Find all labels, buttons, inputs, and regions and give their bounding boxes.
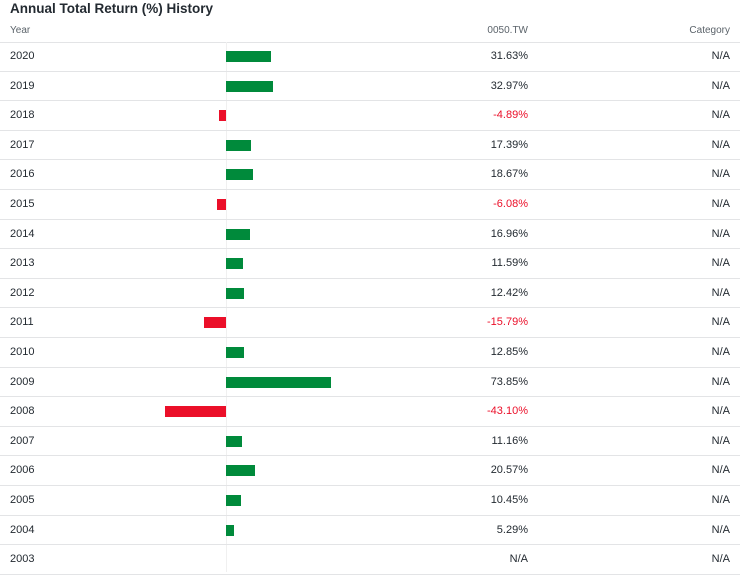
year-cell: 2012 [10,286,35,299]
category-value-cell: N/A [711,493,730,506]
year-cell: 2007 [10,434,35,447]
year-cell: 2018 [10,109,35,122]
category-value-cell: N/A [711,553,730,566]
return-value-label: 20.57% [490,464,528,477]
table-row: 2013 11.59% N/A [0,249,740,279]
category-value-cell: N/A [711,168,730,181]
return-value-label: 31.63% [490,50,528,62]
return-value-label: 10.45% [490,493,528,506]
return-bar [219,110,226,122]
year-cell: 2008 [10,405,35,418]
return-bar [203,317,226,329]
category-column-header: Category [689,25,730,36]
table-row: 2018 -4.89% N/A [0,101,740,131]
return-bar [226,258,243,270]
year-cell: 2003 [10,553,35,566]
return-value-label: -43.10% [487,405,528,418]
table-row: 2009 73.85% N/A [0,368,740,398]
return-value-label: 11.59% [491,257,529,270]
return-value-label: -15.79% [487,316,528,329]
category-value-cell: N/A [711,197,730,210]
table-row: 2017 17.39% N/A [0,131,740,161]
year-cell: 2019 [10,79,35,92]
category-value-cell: N/A [711,79,730,92]
category-value-cell: N/A [711,227,730,240]
return-bar [164,406,226,418]
return-value-label: -6.08% [493,197,528,210]
table-row: 2016 18.67% N/A [0,160,740,190]
category-value-cell: N/A [711,286,730,299]
table-row: 2008 -43.10% N/A [0,397,740,427]
year-column-header: Year [10,25,31,36]
category-value-cell: N/A [711,405,730,418]
year-cell: 2015 [10,197,35,210]
table-row: 2010 12.85% N/A [0,338,740,368]
category-value-cell: N/A [711,257,730,270]
table-row: 2007 11.16% N/A [0,427,740,457]
year-cell: 2004 [10,523,35,536]
table-row: 2019 32.97% N/A [0,72,740,102]
return-value-label: 32.97% [490,79,528,92]
return-bar [226,228,251,240]
year-cell: 2006 [10,464,35,477]
return-value-label: 73.85% [490,375,528,388]
year-cell: 2011 [10,316,34,329]
return-value-label: 12.42% [490,286,528,299]
return-bar [226,465,256,477]
table-row: 2012 12.42% N/A [0,279,740,309]
year-cell: 2009 [10,375,35,388]
return-value-label: 12.85% [490,345,528,358]
return-value-label: N/A [509,553,528,566]
return-bar [226,287,244,299]
return-bar [226,51,271,62]
table-row: 2020 31.63% N/A [0,42,740,72]
zero-axis-line [226,42,227,572]
year-cell: 2017 [10,138,35,151]
chart-title: Annual Total Return (%) History [10,1,214,16]
return-history-table: 2020 31.63% N/A 2019 32.97% N/A 2018 -4.89% N/A 2… [0,42,740,575]
fund-column-header: 0050.TW [487,25,528,36]
return-bar [226,346,245,358]
category-value-cell: N/A [711,375,730,388]
table-row: 2003 N/A N/A [0,545,740,575]
table-row: 2005 10.45% N/A [0,486,740,516]
return-bar [217,198,226,210]
return-value-label: 16.96% [490,227,528,240]
year-cell: 2010 [10,345,35,358]
return-bar [226,139,251,151]
category-value-cell: N/A [711,523,730,536]
return-value-label: 18.67% [490,168,528,181]
return-value-label: -4.89% [493,109,528,122]
year-cell: 2016 [10,168,35,181]
table-row: 2014 16.96% N/A [0,220,740,250]
return-value-label: 5.29% [496,523,528,536]
category-value-cell: N/A [711,109,730,122]
return-value-label: 11.16% [491,434,529,447]
return-value-label: 17.39% [490,138,528,151]
return-bar [226,80,273,92]
return-bar [226,494,241,506]
return-bar [226,169,253,181]
category-value-cell: N/A [711,434,730,447]
table-row: 2011 -15.79% N/A [0,308,740,338]
table-row: 2006 20.57% N/A [0,456,740,486]
year-cell: 2014 [10,227,35,240]
year-cell: 2013 [10,257,35,270]
category-value-cell: N/A [711,138,730,151]
year-cell: 2020 [10,50,35,62]
category-value-cell: N/A [711,316,730,329]
return-bar [226,376,331,388]
category-value-cell: N/A [711,464,730,477]
year-cell: 2005 [10,493,35,506]
category-value-cell: N/A [711,50,730,62]
table-header: Year 0050.TW Category [0,20,740,43]
table-row: 2004 5.29% N/A [0,516,740,546]
category-value-cell: N/A [711,345,730,358]
table-row: 2015 -6.08% N/A [0,190,740,220]
return-bar [226,435,242,447]
return-bar [226,524,234,536]
